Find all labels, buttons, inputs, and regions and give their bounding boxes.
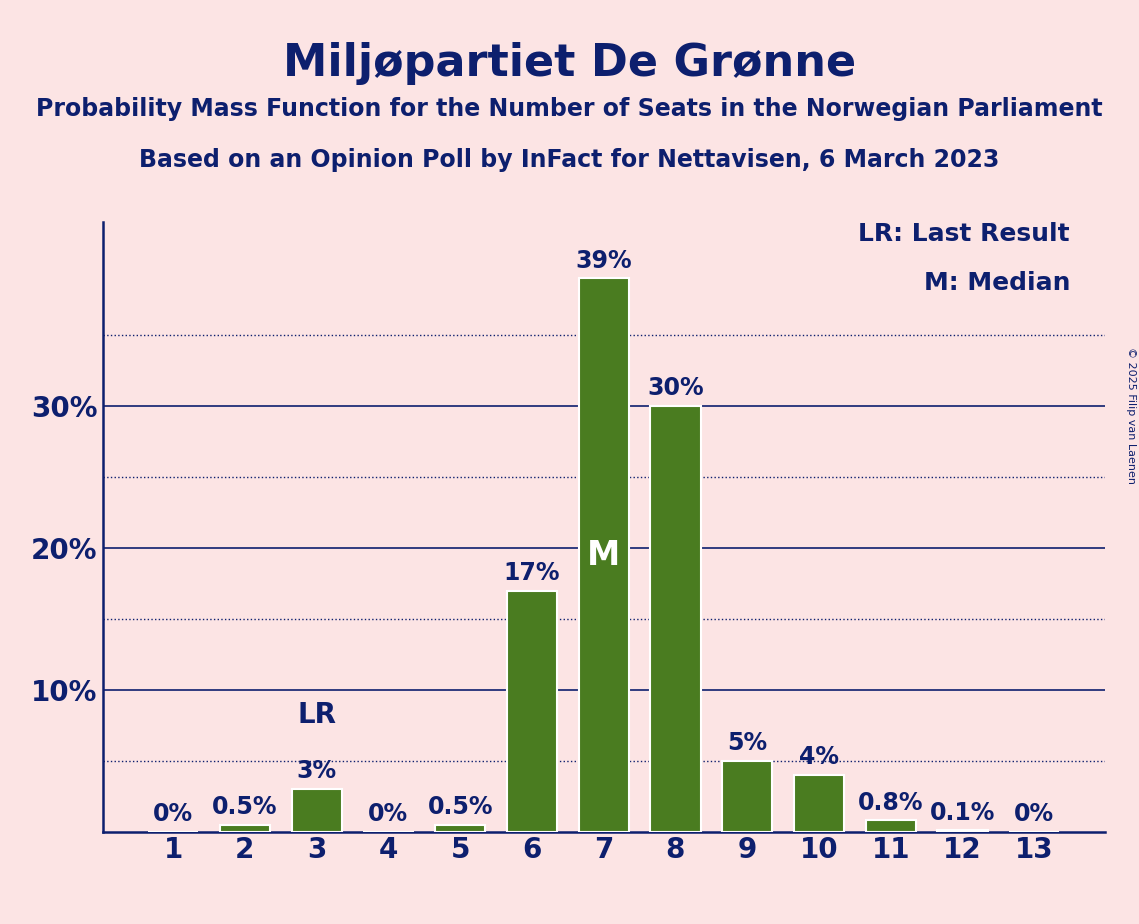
Text: 0.5%: 0.5% xyxy=(427,795,493,819)
Bar xyxy=(794,775,844,832)
Text: © 2025 Filip van Laenen: © 2025 Filip van Laenen xyxy=(1126,347,1136,484)
Text: M: Median: M: Median xyxy=(924,272,1070,296)
Text: 0%: 0% xyxy=(368,802,409,826)
Bar xyxy=(435,824,485,832)
Bar xyxy=(220,824,270,832)
Text: Miljøpartiet De Grønne: Miljøpartiet De Grønne xyxy=(282,42,857,85)
Bar xyxy=(937,830,988,832)
Bar xyxy=(650,407,700,832)
Text: 0.5%: 0.5% xyxy=(212,795,278,819)
Text: 4%: 4% xyxy=(798,745,839,769)
Bar xyxy=(292,789,342,832)
Text: LR: LR xyxy=(297,701,336,729)
Text: 0.1%: 0.1% xyxy=(929,800,995,824)
Bar xyxy=(722,760,772,832)
Text: 39%: 39% xyxy=(575,249,632,273)
Text: Probability Mass Function for the Number of Seats in the Norwegian Parliament: Probability Mass Function for the Number… xyxy=(36,97,1103,121)
Text: LR: Last Result: LR: Last Result xyxy=(859,222,1070,246)
Text: 0%: 0% xyxy=(1014,802,1055,826)
Bar xyxy=(579,278,629,832)
Bar xyxy=(866,821,916,832)
Text: Based on an Opinion Poll by InFact for Nettavisen, 6 March 2023: Based on an Opinion Poll by InFact for N… xyxy=(139,148,1000,172)
Bar xyxy=(507,590,557,832)
Text: M: M xyxy=(587,539,621,572)
Text: 17%: 17% xyxy=(503,561,560,585)
Text: 0.8%: 0.8% xyxy=(858,791,924,815)
Text: 3%: 3% xyxy=(296,760,337,784)
Text: 30%: 30% xyxy=(647,376,704,400)
Text: 0%: 0% xyxy=(153,802,194,826)
Text: 5%: 5% xyxy=(727,731,768,755)
